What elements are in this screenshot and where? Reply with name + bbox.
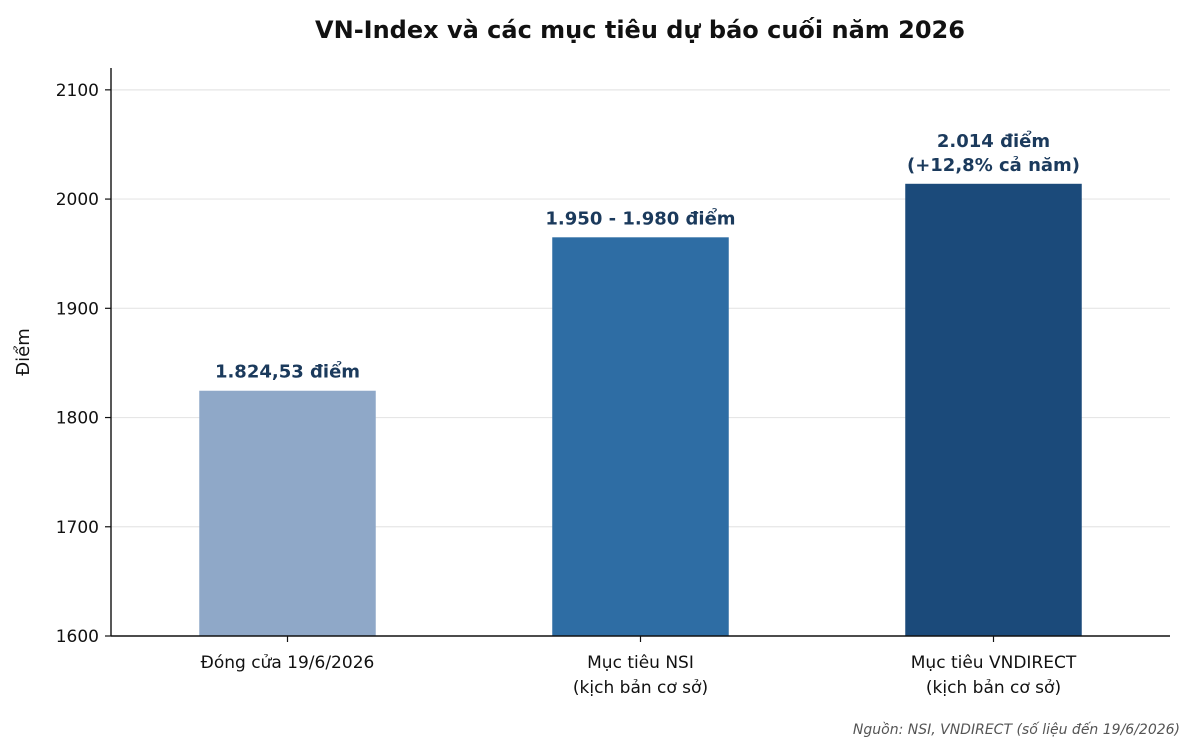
x-tick-label: Đóng cửa 19/6/2026 xyxy=(201,653,375,673)
chart-title: VN-Index và các mục tiêu dự báo cuối năm… xyxy=(315,16,965,44)
y-tick-label: 2100 xyxy=(56,81,99,101)
bar xyxy=(199,390,376,636)
data-label: 2.014 điểm (+12,8% cả năm) xyxy=(907,130,1080,176)
y-axis-ticks: 1600 1700 1800 1900 2000 2100 xyxy=(56,81,111,647)
y-tick-label: 1600 xyxy=(56,627,99,647)
data-label: 1.824,53 điểm xyxy=(215,361,360,383)
x-axis-ticks: Đóng cửa 19/6/2026 Mục tiêu NSI (kịch bản … xyxy=(201,636,1077,698)
y-tick-label: 1900 xyxy=(56,299,99,319)
bar xyxy=(905,183,1082,637)
x-tick-label: Mục tiêu NSI (kịch bản cơ sở) xyxy=(573,653,708,698)
bars xyxy=(199,183,1082,637)
y-axis-label: Điểm xyxy=(13,328,34,376)
data-labels: 1.824,53 điểm 1.950 - 1.980 điểm 2.014 điể… xyxy=(215,130,1080,383)
data-label: 1.950 - 1.980 điểm xyxy=(545,207,735,229)
x-tick-label: Mục tiêu VNDIRECT (kịch bản cơ sở) xyxy=(911,653,1077,698)
bar xyxy=(552,237,729,637)
y-tick-label: 1800 xyxy=(56,409,99,429)
y-tick-label: 1700 xyxy=(56,518,99,538)
y-tick-label: 2000 xyxy=(56,190,99,210)
source-note: Nguồn: NSI, VNDIRECT (số liệu đến 19/6/2… xyxy=(853,721,1180,738)
